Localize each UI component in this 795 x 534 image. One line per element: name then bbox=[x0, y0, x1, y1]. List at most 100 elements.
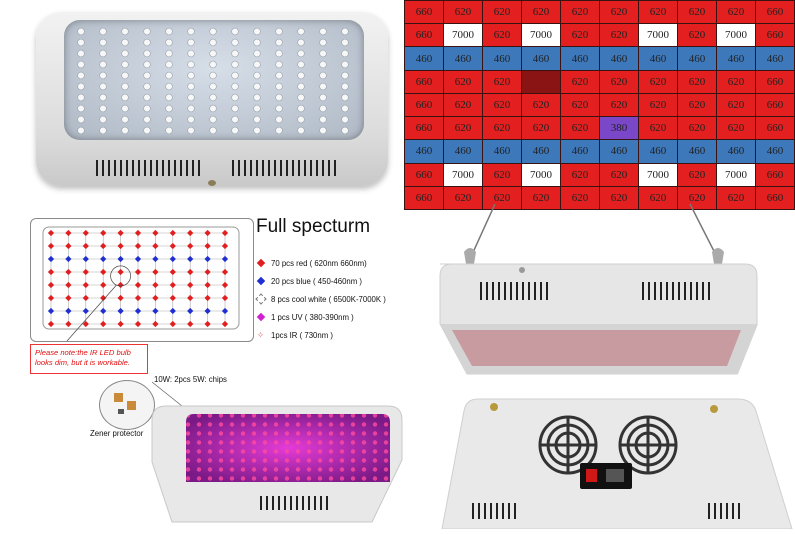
led-dot bbox=[187, 307, 194, 315]
led-map-cell: 620 bbox=[560, 23, 600, 48]
led-map-cell: 620 bbox=[599, 0, 639, 25]
led-dot bbox=[152, 307, 159, 315]
led-map-cell: 620 bbox=[599, 185, 639, 211]
led-map-row: 660 620 620 620 620 380 620 620 620 660 bbox=[404, 116, 795, 141]
led-map-cell: 660 bbox=[755, 23, 795, 48]
white-diamond-icon bbox=[254, 292, 267, 305]
led-dot bbox=[187, 294, 194, 302]
led-map-cell: 460 bbox=[677, 139, 717, 164]
led-dot bbox=[100, 229, 107, 237]
led-map-cell: 620 bbox=[638, 116, 678, 141]
led-dot bbox=[169, 281, 176, 289]
led-dot bbox=[187, 255, 194, 263]
led-dot bbox=[82, 320, 89, 328]
fan-right-icon bbox=[618, 415, 678, 475]
led-dot bbox=[204, 268, 211, 276]
led-dot bbox=[100, 320, 107, 328]
led-map-cell: 660 bbox=[755, 185, 795, 211]
chip-closeup bbox=[99, 380, 155, 430]
led-map-cell: 620 bbox=[560, 69, 600, 94]
led-map-cell: 620 bbox=[560, 162, 600, 187]
led-dot bbox=[134, 229, 142, 237]
led-map-cell: 620 bbox=[443, 0, 483, 25]
led-dot bbox=[187, 281, 194, 289]
led-map-cell: 620 bbox=[677, 185, 717, 211]
led-dot bbox=[221, 268, 229, 276]
red-diamond-icon bbox=[256, 258, 265, 268]
led-dot bbox=[169, 242, 176, 250]
led-map-cell: 460 bbox=[404, 139, 444, 164]
led-map-cell: 7000 bbox=[443, 162, 483, 187]
led-map-cell: 7000 bbox=[521, 162, 561, 187]
led-dot bbox=[134, 294, 142, 302]
legend-item-text: 20 pcs blue ( 450-460nm ) bbox=[271, 276, 363, 286]
led-dot bbox=[82, 307, 89, 315]
led-map-cell: 620 bbox=[560, 0, 600, 25]
led-dot bbox=[47, 268, 55, 276]
chips-label: 10W: 2pcs 5W: chips bbox=[154, 375, 227, 384]
led-map-cell: 620 bbox=[521, 116, 561, 141]
led-map-cell: 660 bbox=[755, 0, 795, 25]
led-map-cell: 620 bbox=[716, 69, 756, 94]
zener-label: Zener protector bbox=[90, 429, 144, 438]
led-dot bbox=[82, 281, 89, 289]
legend-item: ✧ 1pcs IR ( 730nm ) bbox=[256, 326, 446, 344]
led-map-cell: 620 bbox=[716, 185, 756, 211]
led-map-cell: 620 bbox=[599, 23, 639, 48]
led-dot bbox=[169, 268, 176, 276]
led-dot bbox=[117, 294, 124, 302]
led-map-cell: 620 bbox=[677, 0, 717, 25]
uv-diamond-icon bbox=[256, 312, 265, 322]
led-dot bbox=[187, 242, 194, 250]
led-dot bbox=[117, 268, 124, 276]
vent-left bbox=[96, 160, 200, 176]
led-dot bbox=[65, 229, 72, 237]
led-dot bbox=[152, 242, 159, 250]
led-dot bbox=[204, 255, 211, 263]
led-dot bbox=[47, 281, 55, 289]
led-map-cell: 460 bbox=[482, 139, 522, 164]
legend-item-text: 1 pcs UV ( 380-390nm ) bbox=[271, 312, 354, 322]
led-dot bbox=[82, 268, 89, 276]
led-dot bbox=[47, 229, 55, 237]
led-wavelength-map: 660 620 620 620 620 620 620 620 620 660 660 7000 620… bbox=[404, 0, 795, 211]
led-map-cell: 660 bbox=[404, 69, 444, 94]
led-dot bbox=[65, 281, 72, 289]
led-dot bbox=[65, 320, 72, 328]
led-map-cell: 380 bbox=[599, 116, 639, 141]
led-map-cell: 660 bbox=[404, 92, 444, 118]
led-map-row: 660 620 620 620 620 620 620 620 660 bbox=[404, 69, 795, 94]
led-map-row: 660 7000 620 7000 620 620 7000 620 7000 660 bbox=[404, 162, 795, 187]
led-dot bbox=[187, 320, 194, 328]
led-map-cell: 660 bbox=[404, 116, 444, 141]
led-map-cell: 7000 bbox=[716, 162, 756, 187]
legend-item: 70 pcs red ( 620nm 660nm) bbox=[256, 254, 446, 272]
led-map-cell: 660 bbox=[404, 162, 444, 187]
led-map-cell: 620 bbox=[599, 69, 639, 94]
led-map-cell: 660 bbox=[755, 162, 795, 187]
led-map-cell: 460 bbox=[638, 46, 678, 71]
led-map-cell: 620 bbox=[716, 92, 756, 118]
led-map-cell: 620 bbox=[521, 185, 561, 211]
legend-item: 1 pcs UV ( 380-390nm ) bbox=[256, 308, 446, 326]
led-map-cell: 460 bbox=[443, 46, 483, 71]
ir-star-icon: ✧ bbox=[256, 329, 265, 340]
led-map-cell: 620 bbox=[716, 0, 756, 25]
led-dot bbox=[152, 294, 159, 302]
led-dot bbox=[65, 268, 72, 276]
led-map-cell: 620 bbox=[638, 69, 678, 94]
led-dot bbox=[221, 255, 229, 263]
led-dot bbox=[221, 242, 229, 250]
led-map-cell: 460 bbox=[443, 139, 483, 164]
led-dot bbox=[117, 229, 124, 237]
led-map-row: 660 7000 620 7000 620 620 7000 620 7000 660 bbox=[404, 23, 795, 48]
led-dot bbox=[134, 281, 142, 289]
led-dot bbox=[82, 242, 89, 250]
led-dot bbox=[169, 307, 176, 315]
led-map-cell: 460 bbox=[638, 139, 678, 164]
led-map-cell: 620 bbox=[716, 116, 756, 141]
ir-note: Please note:the IR LED bulb looks dim, b… bbox=[30, 344, 148, 374]
led-dot bbox=[204, 229, 211, 237]
led-dot bbox=[152, 320, 159, 328]
fan-left-icon bbox=[538, 415, 598, 475]
